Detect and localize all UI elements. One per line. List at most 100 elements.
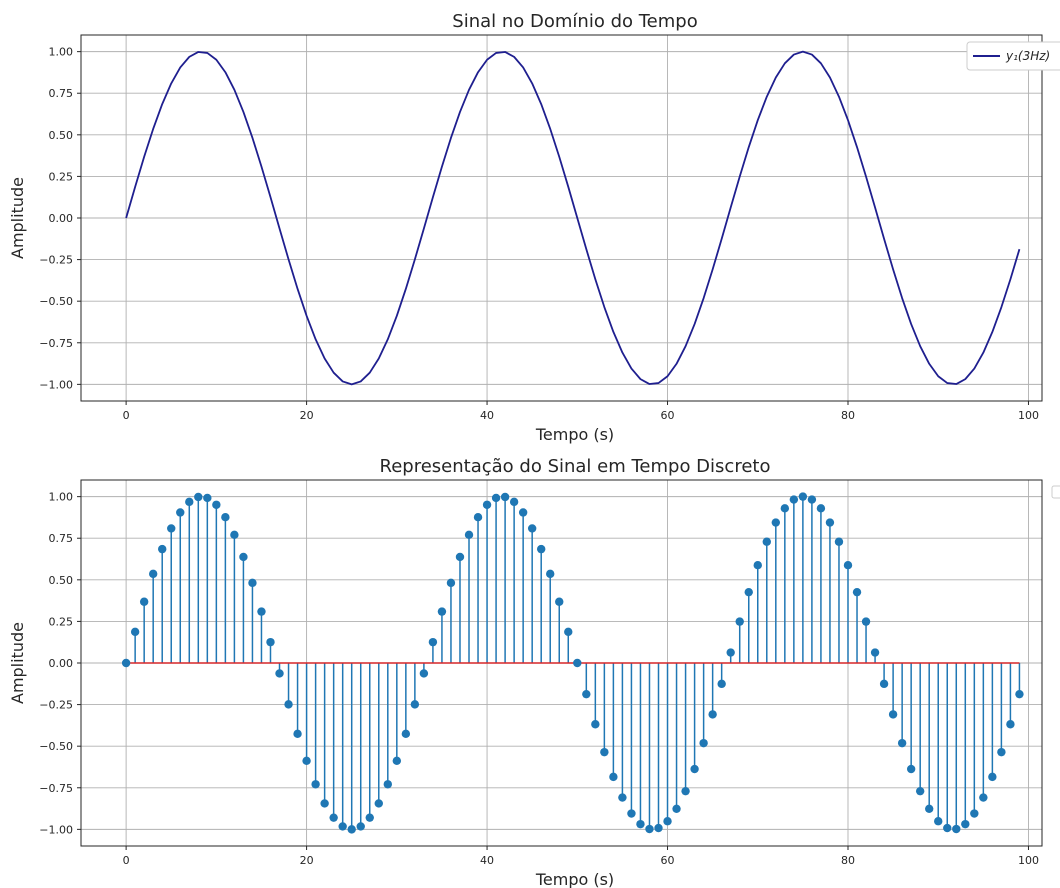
y-tick-label: 0.75	[49, 87, 74, 100]
stem-marker	[482, 500, 492, 509]
stem-marker	[717, 679, 726, 689]
stem-marker	[203, 493, 212, 503]
stem-marker	[961, 819, 970, 829]
stem-marker	[897, 738, 907, 748]
stem-marker	[130, 627, 140, 637]
stem-marker	[645, 824, 654, 834]
stem-marker	[419, 669, 429, 678]
x-tick-label: 60	[661, 854, 675, 867]
stem-marker	[311, 780, 320, 789]
legend-entry: y₁(3Hz)	[1005, 49, 1050, 63]
stem-marker	[934, 817, 943, 826]
y-tick-label: 0.50	[49, 129, 74, 142]
ticks: 0 20 40 60 80 100 1.00 0.75 0.50 0.25 0.00 −0.25 −0.…	[39, 491, 1039, 867]
stem-marker	[221, 513, 230, 522]
y-tick-label: 0.25	[49, 615, 74, 628]
stem-marker	[500, 492, 510, 502]
stem-marker	[708, 710, 717, 719]
stem-marker	[591, 720, 600, 729]
stem-marker	[618, 793, 627, 802]
stem-marker	[302, 756, 311, 765]
y-tick-label: −1.00	[39, 823, 73, 836]
y-tick-label: 0.25	[49, 170, 74, 183]
stem-marker	[564, 627, 573, 637]
grid	[81, 35, 1042, 401]
stem-marker	[699, 738, 708, 748]
stem-marker	[789, 495, 799, 504]
stem-marker	[212, 500, 221, 509]
stem-marker	[771, 518, 781, 527]
stem-marker	[329, 813, 338, 822]
stem-marker	[753, 561, 762, 570]
stem-marker	[825, 518, 835, 527]
x-tick-label: 100	[1018, 854, 1039, 867]
stem-marker	[726, 648, 735, 657]
stem-marker	[870, 648, 880, 657]
stem-marker	[527, 524, 537, 533]
y-tick-label: 1.00	[49, 46, 74, 59]
time-domain-plot: Sinal no Domínio do Tempo 0 20 40 60 80 100 1.…	[8, 11, 1060, 444]
stem-marker	[970, 809, 979, 818]
stem-marker	[555, 597, 564, 606]
stem-marker	[852, 587, 862, 597]
stem-marker	[816, 504, 826, 513]
stem-marker	[906, 764, 916, 774]
legend-box-empty	[1051, 485, 1060, 499]
stem-marker	[464, 530, 474, 540]
stem-marker	[455, 552, 465, 562]
stem-marker	[194, 492, 203, 502]
x-tick-label: 40	[480, 854, 494, 867]
stem-marker	[744, 587, 753, 597]
ticks: 0 20 40 60 80 100 1.00 0.75 0.50 0.25 0.00 −0.25 −0.…	[39, 46, 1039, 422]
stem-marker	[338, 822, 347, 831]
stem-marker	[1015, 689, 1024, 699]
stem-marker	[275, 669, 284, 678]
stem-marker	[582, 689, 591, 699]
x-axis-label: Tempo (s)	[535, 870, 614, 888]
y-tick-label: −0.50	[39, 740, 73, 753]
stem-marker	[428, 637, 438, 647]
stem-marker	[888, 710, 898, 719]
x-tick-label: 0	[123, 409, 130, 422]
stem-marker	[627, 809, 636, 818]
stem-marker	[239, 552, 248, 562]
stem-marker	[437, 607, 447, 616]
stem-marker	[690, 764, 699, 774]
stem-marker	[473, 513, 483, 522]
stem-marker	[654, 823, 663, 833]
y-tick-label: 0.00	[49, 657, 74, 670]
x-tick-label: 60	[661, 409, 675, 422]
stem-marker	[392, 756, 402, 765]
stem-marker	[266, 637, 275, 647]
stem-marker	[257, 607, 266, 616]
stem-marker	[347, 825, 356, 834]
stem-marker	[780, 504, 790, 513]
x-tick-label: 80	[841, 409, 855, 422]
stem-marker	[979, 793, 988, 802]
stem-marker	[997, 747, 1006, 757]
x-tick-label: 80	[841, 854, 855, 867]
stem-marker	[176, 508, 185, 517]
stem-marker	[167, 524, 176, 533]
stem-marker	[185, 497, 194, 507]
stem-marker	[636, 819, 645, 829]
y-tick-label: 0.50	[49, 574, 74, 587]
stem-marker	[509, 497, 519, 507]
y-axis-label: Amplitude	[8, 622, 27, 704]
stem-marker	[546, 569, 555, 579]
stem-marker	[536, 544, 546, 554]
y-tick-label: −1.00	[39, 378, 73, 391]
series-area	[121, 492, 1024, 834]
stem-marker	[383, 780, 392, 789]
stem-marker	[365, 813, 374, 822]
stem-marker	[915, 786, 925, 796]
y-tick-label: −0.50	[39, 295, 73, 308]
stem-marker	[762, 537, 771, 546]
y-axis-label: Amplitude	[8, 177, 27, 259]
stem-marker	[663, 817, 672, 826]
x-tick-label: 0	[123, 854, 130, 867]
y-tick-label: −0.75	[39, 782, 73, 795]
stem-marker	[861, 617, 871, 626]
y-tick-label: −0.25	[39, 699, 73, 712]
